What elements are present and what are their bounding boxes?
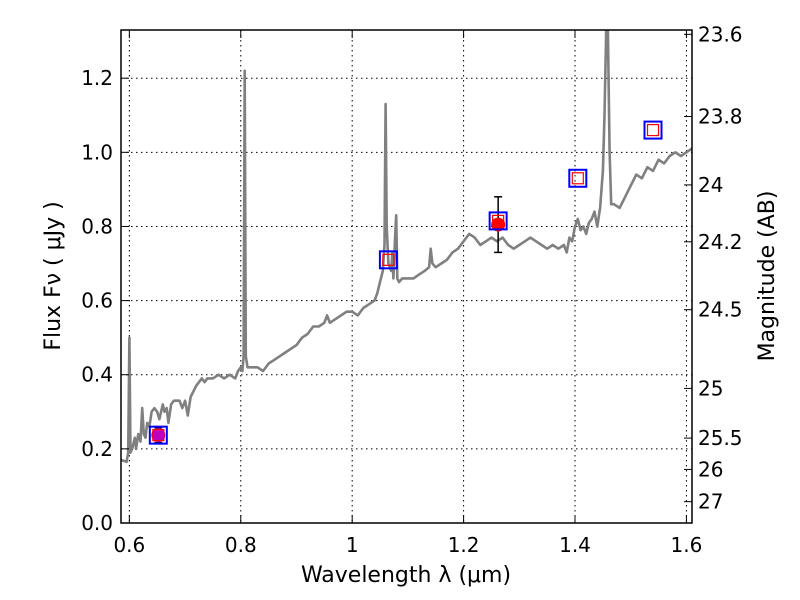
x-tick-label: 1.2 [448,533,480,557]
y-tick-label: 0.2 [81,437,113,461]
y-tick-label: 0.8 [81,214,113,238]
y-tick-label: 1.0 [81,140,113,164]
mag-tick-label: 24.2 [698,230,743,254]
synthetic-photometry-box [148,425,168,445]
x-tick-label: 0.8 [225,533,257,557]
mag-tick-label: 24.5 [698,298,743,322]
spectrum-line [121,30,692,464]
synthetic-photometry-inner-box [382,253,395,266]
axes-layer [120,29,693,524]
x-tick-label: 1.6 [671,533,703,557]
synthetic-photometry-inner-box [152,429,165,442]
synthetic-photometry-inner-box [646,123,660,137]
y-tick-label: 0.0 [81,511,113,535]
y-axis-right-label: Magnitude (AB) [755,191,780,362]
mag-tick-label: 23.6 [698,22,743,46]
mag-tick-label: 25 [698,376,723,400]
y-axis-label: Flux Fν ( μJy ) [41,201,66,350]
synthetic-photometry-box [568,168,588,188]
x-tick-label: 1.4 [559,533,591,557]
grid-lines [121,30,692,524]
synthetic-photometry-box [488,211,508,231]
y-tick-label: 0.4 [81,363,113,387]
mag-tick-label: 25.5 [698,426,743,450]
y-tick-label: 1.2 [81,66,113,90]
spectrum-layer [121,30,692,464]
synthetic-photometry-box [378,250,398,270]
synthetic-photometry-inner-box [492,214,505,227]
x-axis-label: Wavelength λ (μm) [301,563,511,588]
tick-labels: 0.6 0.8 1 1.2 1.4 1.6 0.0 0.2 0.4 0.6 0.8 1.0 1.2 23.… [81,22,742,557]
observed-point [491,217,506,232]
mag-tick-label: 24 [698,173,723,197]
mag-tick-label: 23.8 [698,105,743,129]
y-tick-label: 0.6 [81,289,113,313]
x-tick-label: 0.6 [113,533,145,557]
photometry-layer [148,120,663,445]
mag-tick-label: 26 [698,457,723,481]
observed-point [151,428,166,443]
synthetic-photometry-inner-box [571,172,584,185]
mag-tick-label: 27 [698,490,723,514]
plot-frame [120,29,693,524]
synthetic-photometry-box [643,120,663,140]
x-tick-label: 1 [346,533,359,557]
